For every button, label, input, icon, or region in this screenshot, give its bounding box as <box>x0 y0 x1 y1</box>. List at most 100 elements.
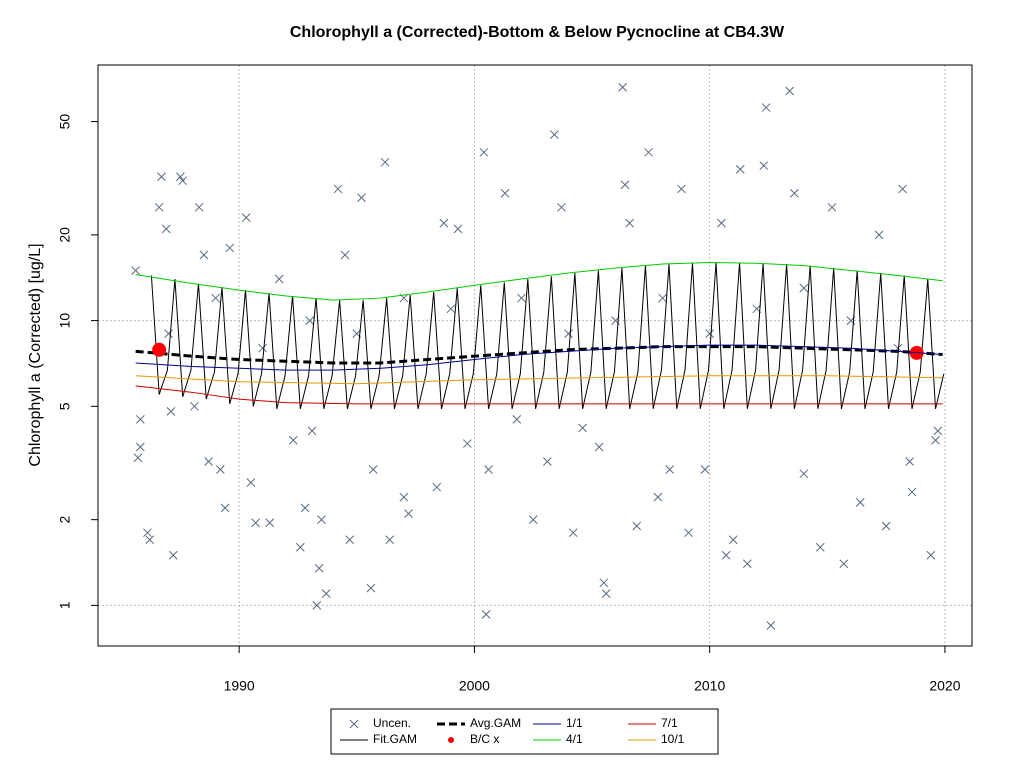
data-point <box>321 589 331 598</box>
data-point <box>827 202 837 212</box>
data-point <box>199 250 209 260</box>
chart-title: Chlorophyll a (Corrected)-Bottom & Below… <box>290 24 785 41</box>
data-point <box>288 435 298 445</box>
y-tick-label: 50 <box>57 114 73 130</box>
series-line <box>150 262 945 409</box>
series-line <box>135 385 943 405</box>
data-point <box>211 293 220 303</box>
legend-label: B/C x <box>470 732 499 746</box>
legend-label: 4/1 <box>566 732 583 746</box>
data-point <box>178 176 188 186</box>
legend-label: 10/1 <box>661 732 685 746</box>
data-point <box>761 103 771 112</box>
data-point <box>300 503 310 513</box>
data-point <box>625 218 635 228</box>
data-point <box>251 518 260 528</box>
data-point <box>258 343 268 353</box>
data-point <box>601 589 611 598</box>
legend-symbol <box>448 737 454 743</box>
data-point <box>799 469 809 479</box>
legend-box <box>330 708 719 755</box>
data-point <box>799 283 809 293</box>
data-point <box>677 184 686 194</box>
data-point <box>453 224 463 234</box>
x-tick-label: 2010 <box>694 678 725 694</box>
y-tick-label: 1 <box>57 601 73 609</box>
data-point <box>785 86 795 96</box>
y-tick-label: 2 <box>57 516 73 524</box>
data-point <box>594 442 604 452</box>
data-point <box>759 161 769 171</box>
data-point <box>463 439 472 448</box>
data-point <box>333 184 343 194</box>
legend-label: 1/1 <box>566 716 583 730</box>
data-point <box>225 243 235 253</box>
data-point <box>542 457 552 466</box>
x-tick-label: 1990 <box>224 678 255 694</box>
legend-label: 7/1 <box>661 716 678 730</box>
data-point <box>265 518 275 528</box>
data-point <box>357 193 366 203</box>
data-point <box>564 329 573 338</box>
x-tick-label: 2000 <box>459 678 490 694</box>
data-point <box>766 621 776 630</box>
data-point <box>742 559 752 569</box>
data-point <box>164 329 173 338</box>
data-point <box>790 188 799 198</box>
data-point <box>366 583 376 593</box>
data-point <box>154 202 164 212</box>
data-point <box>194 202 204 212</box>
data-point <box>618 82 627 92</box>
series-line <box>135 344 943 371</box>
data-point <box>728 535 738 545</box>
data-point <box>484 465 493 474</box>
data-point <box>175 172 185 182</box>
data-point <box>717 218 726 228</box>
data-point <box>931 435 940 445</box>
data-point <box>684 528 693 538</box>
data-point <box>135 415 145 424</box>
data-point <box>166 407 176 416</box>
data-point <box>658 293 667 303</box>
data-point <box>204 457 213 466</box>
data-point <box>345 535 355 545</box>
data-point <box>380 157 390 167</box>
series-line <box>135 375 943 385</box>
data-point <box>933 426 943 436</box>
data-point <box>368 465 378 474</box>
legend-label: Uncen. <box>373 716 411 730</box>
data-point <box>644 147 653 157</box>
data-point <box>839 559 849 569</box>
data-point <box>314 563 324 573</box>
y-axis-label: Chlorophyll a (Corrected) [ug/L] <box>27 243 44 466</box>
data-point <box>168 550 178 560</box>
data-point <box>446 304 456 314</box>
data-point <box>404 509 413 518</box>
data-point <box>307 426 317 436</box>
legend-label: Avg.GAM <box>470 716 521 730</box>
data-point <box>481 609 491 619</box>
data-point <box>874 230 884 240</box>
data-point <box>143 528 152 538</box>
data-point <box>705 329 715 338</box>
data-point <box>528 515 538 525</box>
data-point <box>517 293 526 303</box>
data-point <box>721 550 731 560</box>
data-point <box>653 492 663 502</box>
data-point <box>246 478 256 487</box>
data-point <box>133 453 143 463</box>
data-point <box>190 401 199 411</box>
data-point <box>135 442 145 452</box>
y-tick-label: 20 <box>57 227 73 243</box>
data-point <box>512 415 522 424</box>
y-tick-label: 10 <box>57 313 73 329</box>
x-tick-label: 2020 <box>929 678 960 694</box>
data-point <box>881 521 891 531</box>
legend-label: Fit.GAM <box>373 732 417 746</box>
data-point <box>907 487 917 497</box>
data-point <box>145 535 155 545</box>
data-point <box>439 218 449 228</box>
data-point <box>632 521 642 531</box>
data-point <box>898 184 907 194</box>
data-point <box>855 498 865 507</box>
